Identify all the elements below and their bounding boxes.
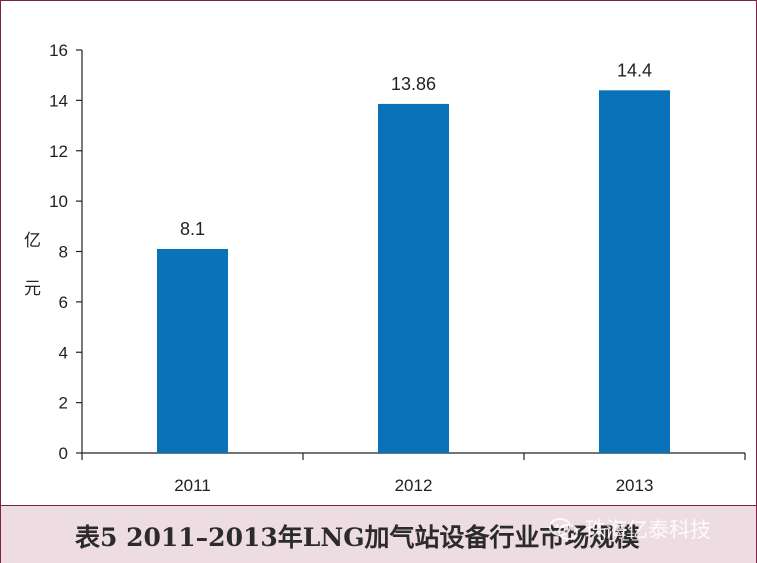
- y-tick-label: 8: [59, 243, 68, 262]
- y-tick-label: 4: [59, 343, 68, 362]
- bar-2013: [599, 90, 670, 454]
- data-label-2011: 8.1: [180, 219, 205, 239]
- watermark: 珠海亿泰科技: [549, 514, 711, 544]
- bar-chart: 0 2 4 6 8 10 12 14 16 8.1 2011 13.86 2012 14.4 2013: [49, 41, 746, 495]
- y-tick-label: 16: [49, 41, 68, 60]
- y-tick-label: 6: [59, 293, 68, 312]
- data-label-2013: 14.4: [617, 60, 652, 80]
- y-tick-label: 10: [49, 192, 68, 211]
- bar-2012: [378, 103, 449, 454]
- y-tick-label: 12: [49, 142, 68, 161]
- bar-2011: [157, 248, 228, 453]
- x-tick-label-2011: 2011: [174, 476, 211, 495]
- watermark-text: 珠海亿泰科技: [585, 518, 711, 542]
- x-tick-label-2013: 2013: [616, 476, 654, 495]
- y-axis-label-char-1: 亿: [24, 231, 41, 251]
- caption-bar: 表5 2011–2013年LNG加气站设备行业市场规模 珠海亿泰科技: [1, 505, 756, 563]
- caption-title: 表5 2011–2013年LNG加气站设备行业市场规模: [75, 523, 640, 552]
- wechat-icon: [549, 518, 578, 540]
- y-axis-label-char-2: 元: [24, 279, 41, 299]
- y-tick-label: 14: [49, 91, 68, 110]
- y-tick-label: 0: [59, 444, 68, 463]
- x-tick-label-2012: 2012: [395, 476, 433, 495]
- y-tick-label: 2: [59, 394, 68, 413]
- data-label-2012: 13.86: [391, 74, 436, 94]
